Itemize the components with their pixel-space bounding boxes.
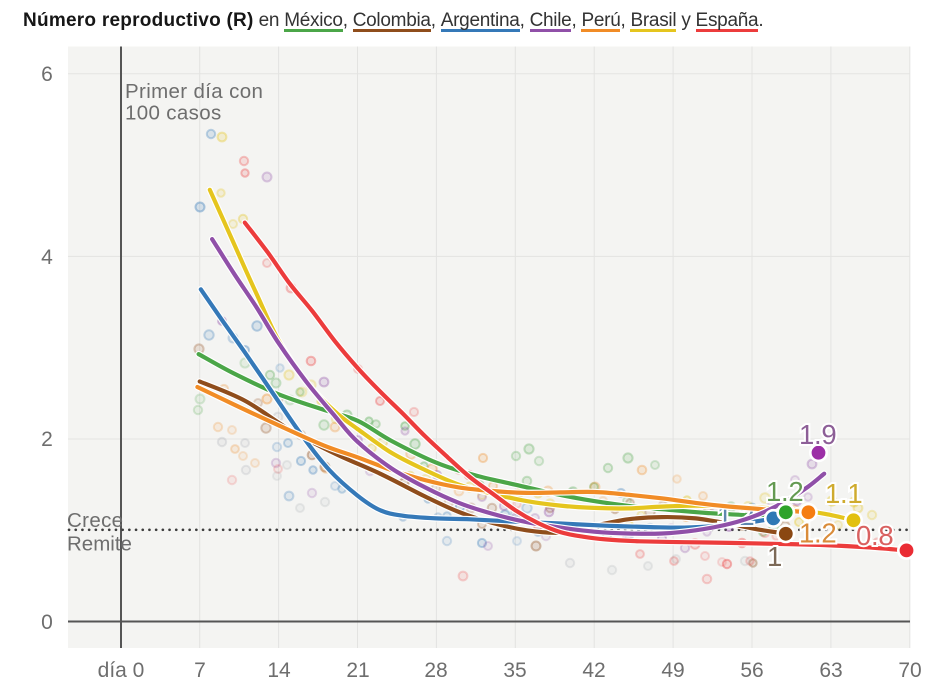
svg-text:1: 1 (767, 541, 782, 572)
svg-text:21: 21 (346, 659, 369, 682)
svg-text:1.2: 1.2 (766, 476, 803, 507)
svg-text:1.2: 1.2 (799, 518, 836, 549)
svg-text:Primer día con: Primer día con (125, 80, 263, 103)
svg-text:7: 7 (194, 659, 206, 682)
svg-text:49: 49 (661, 659, 684, 682)
svg-text:56: 56 (740, 659, 763, 682)
svg-text:100 casos: 100 casos (125, 102, 222, 125)
svg-text:4: 4 (41, 246, 53, 269)
svg-text:70: 70 (898, 659, 921, 682)
svg-text:1.9: 1.9 (799, 419, 836, 450)
svg-text:28: 28 (424, 659, 447, 682)
svg-text:42: 42 (582, 659, 605, 682)
svg-text:0: 0 (41, 611, 53, 634)
svg-text:14: 14 (267, 659, 291, 682)
svg-text:1.1: 1.1 (825, 478, 862, 509)
svg-text:63: 63 (819, 659, 842, 682)
svg-text:Remite: Remite (67, 533, 132, 556)
svg-text:35: 35 (503, 659, 526, 682)
svg-text:0.8: 0.8 (856, 520, 893, 551)
svg-text:2: 2 (41, 428, 53, 451)
svg-text:Crece: Crece (67, 509, 123, 532)
svg-text:día 0: día 0 (98, 659, 145, 682)
svg-text:6: 6 (41, 63, 53, 86)
